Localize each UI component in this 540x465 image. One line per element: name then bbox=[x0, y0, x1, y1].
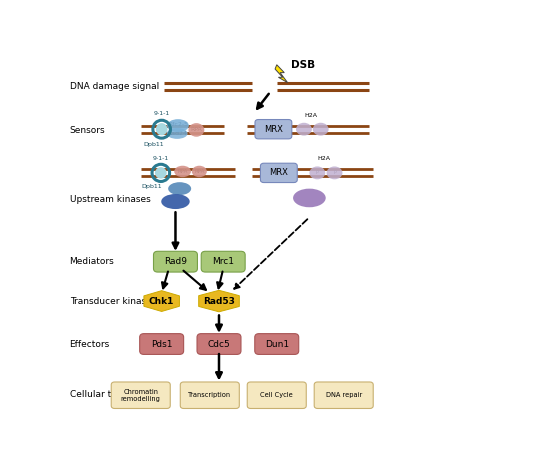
Text: 9-1-1: 9-1-1 bbox=[153, 156, 169, 161]
FancyBboxPatch shape bbox=[247, 382, 306, 408]
Text: Mrc1: Mrc1 bbox=[212, 257, 234, 266]
FancyBboxPatch shape bbox=[255, 120, 292, 139]
FancyBboxPatch shape bbox=[111, 382, 170, 408]
Text: Dun1: Dun1 bbox=[265, 339, 289, 349]
Text: Sensors: Sensors bbox=[70, 126, 105, 135]
FancyBboxPatch shape bbox=[140, 334, 184, 354]
Text: 9-1-1: 9-1-1 bbox=[153, 111, 170, 116]
Ellipse shape bbox=[296, 123, 312, 136]
Text: Cdc5: Cdc5 bbox=[207, 339, 231, 349]
Text: Pds1: Pds1 bbox=[151, 339, 172, 349]
Text: Rad9: Rad9 bbox=[164, 257, 187, 266]
Text: Effectors: Effectors bbox=[70, 339, 110, 349]
Text: Chk1: Chk1 bbox=[149, 297, 174, 306]
Ellipse shape bbox=[168, 182, 191, 195]
FancyBboxPatch shape bbox=[255, 334, 299, 354]
Ellipse shape bbox=[192, 166, 207, 177]
Text: MRX: MRX bbox=[269, 168, 288, 177]
Ellipse shape bbox=[327, 166, 342, 179]
Polygon shape bbox=[144, 291, 179, 312]
Polygon shape bbox=[275, 65, 288, 83]
Text: P: P bbox=[333, 170, 336, 175]
Text: Rad53: Rad53 bbox=[203, 297, 235, 306]
FancyBboxPatch shape bbox=[314, 382, 373, 408]
Text: Transcription: Transcription bbox=[188, 392, 231, 398]
Ellipse shape bbox=[313, 123, 329, 136]
Ellipse shape bbox=[293, 189, 326, 207]
Text: H2A: H2A bbox=[318, 156, 330, 161]
Ellipse shape bbox=[309, 166, 325, 179]
FancyBboxPatch shape bbox=[201, 251, 245, 272]
Text: MRX: MRX bbox=[264, 125, 283, 134]
Ellipse shape bbox=[161, 194, 190, 209]
FancyBboxPatch shape bbox=[153, 251, 198, 272]
Text: DNA repair: DNA repair bbox=[326, 392, 362, 398]
Text: Dpb11: Dpb11 bbox=[141, 184, 163, 189]
Text: Rfc2-5: Rfc2-5 bbox=[168, 122, 188, 127]
Text: Transducer kinases: Transducer kinases bbox=[70, 297, 156, 306]
Ellipse shape bbox=[155, 167, 167, 179]
Text: RPA: RPA bbox=[194, 169, 205, 174]
FancyBboxPatch shape bbox=[197, 334, 241, 354]
Text: DNA damage signal: DNA damage signal bbox=[70, 82, 159, 91]
Text: Dpb11: Dpb11 bbox=[144, 142, 165, 147]
Text: Mediators: Mediators bbox=[70, 257, 114, 266]
Text: RPA: RPA bbox=[191, 127, 202, 133]
FancyBboxPatch shape bbox=[260, 163, 297, 183]
Polygon shape bbox=[199, 290, 239, 312]
Text: Cell Cycle: Cell Cycle bbox=[260, 392, 293, 398]
Text: DSB: DSB bbox=[292, 60, 315, 71]
Text: Tel1: Tel1 bbox=[300, 193, 319, 202]
Ellipse shape bbox=[156, 123, 167, 135]
Text: Rad24: Rad24 bbox=[167, 131, 187, 136]
Ellipse shape bbox=[167, 119, 189, 132]
Text: P: P bbox=[316, 170, 319, 175]
Ellipse shape bbox=[188, 123, 204, 137]
Text: Mec1: Mec1 bbox=[163, 197, 188, 206]
Text: Chromatin
remodelling: Chromatin remodelling bbox=[121, 389, 161, 402]
Text: Cellular targets: Cellular targets bbox=[70, 390, 140, 399]
Text: H2A: H2A bbox=[305, 113, 318, 118]
Ellipse shape bbox=[174, 166, 191, 177]
Text: RPA: RPA bbox=[178, 169, 188, 174]
FancyBboxPatch shape bbox=[180, 382, 239, 408]
Ellipse shape bbox=[167, 128, 187, 139]
Text: Upstream kinases: Upstream kinases bbox=[70, 194, 150, 204]
Text: Ddc2: Ddc2 bbox=[172, 186, 188, 191]
